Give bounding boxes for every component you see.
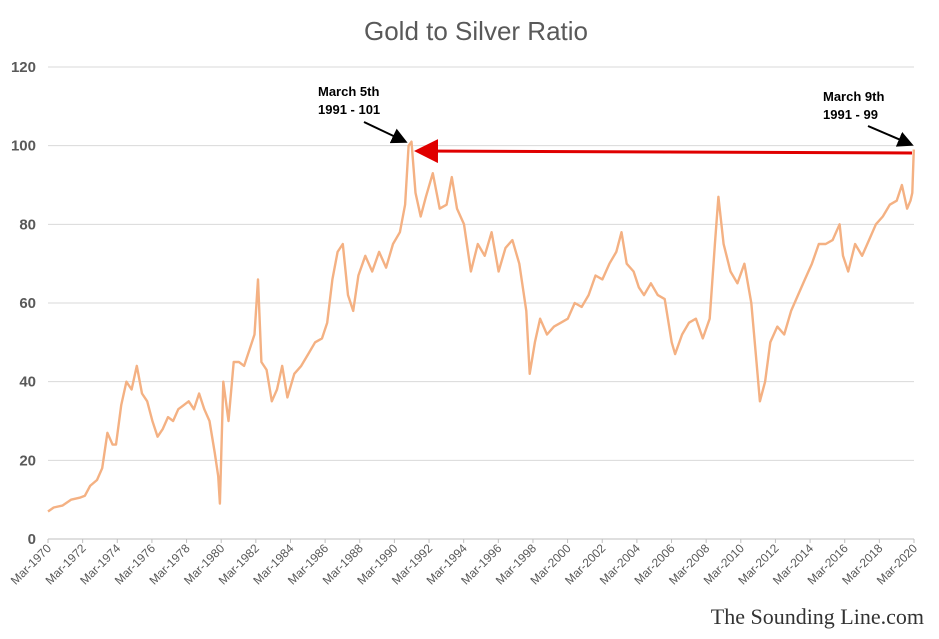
credit-text: The Sounding Line.com xyxy=(711,604,924,629)
y-tick-label: 60 xyxy=(19,295,36,312)
y-axis-ticks: 0 20 40 60 80 100 120 xyxy=(11,59,36,548)
y-tick-label: 20 xyxy=(19,452,36,469)
annotation-1-line1: March 5th xyxy=(318,84,379,99)
gridlines xyxy=(48,66,914,540)
y-tick-label: 100 xyxy=(11,138,36,155)
annotation-1-arrow xyxy=(363,121,408,144)
x-axis-ticks: Mar-1970Mar-1972Mar-1974Mar-1976Mar-1978… xyxy=(8,539,920,587)
y-tick-label: 0 xyxy=(28,531,36,548)
annotation-2-line1: March 9th xyxy=(823,89,884,104)
annotation-2-line2: 1991 - 99 xyxy=(823,107,878,122)
annotation-2-arrow xyxy=(867,125,914,147)
y-tick-label: 80 xyxy=(19,216,36,233)
y-tick-label: 40 xyxy=(19,374,36,391)
comparison-arrow xyxy=(414,139,913,164)
ratio-series-line xyxy=(47,140,915,513)
chart-title: Gold to Silver Ratio xyxy=(364,16,588,46)
y-tick-label: 120 xyxy=(11,59,36,76)
annotation-1-line2: 1991 - 101 xyxy=(318,102,380,117)
